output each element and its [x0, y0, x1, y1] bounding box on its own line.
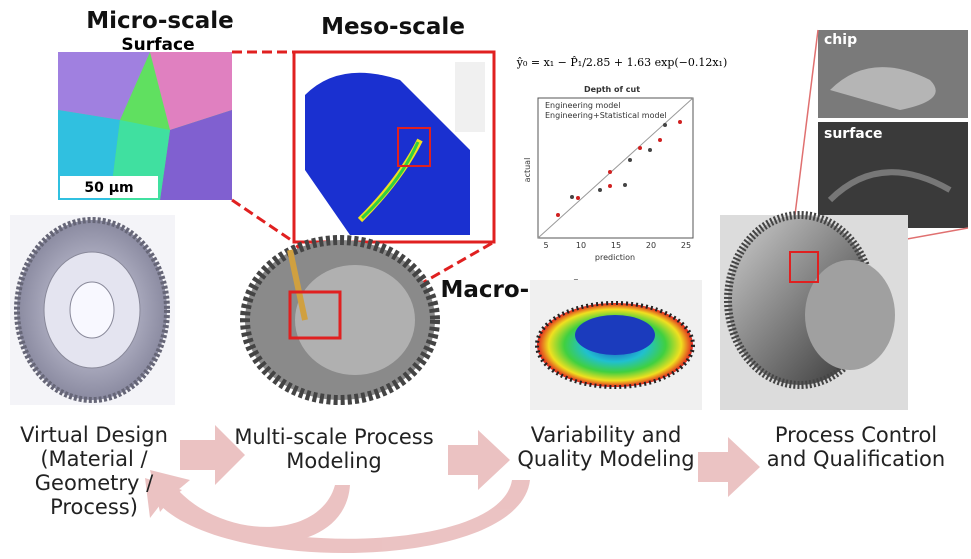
photo-label: chip: [824, 32, 857, 48]
micro-image: 50 µm: [58, 52, 232, 200]
stage-label: Multi-scale Process: [234, 425, 433, 449]
virtual-design-image: [10, 215, 175, 405]
prediction-plot: Depth of cut Engineering model Engineeri…: [523, 85, 694, 262]
meso-image: [292, 50, 496, 244]
process-control-image: [720, 211, 908, 410]
x-tick-label: 15: [611, 241, 621, 250]
x-axis-label: prediction: [595, 253, 635, 262]
x-tick-label: 10: [576, 241, 586, 250]
x-tick-label: 20: [646, 241, 656, 250]
micro-title: Micro-scale: [86, 8, 233, 34]
x-tick-label: 5: [543, 241, 548, 250]
micro-subtitle: Surface: [121, 35, 194, 55]
formula: ŷ₀ = x₁ − P̂₁/2.85 + 1.63 exp(−0.12x₁): [516, 56, 728, 69]
legend-entry: Engineering model: [545, 101, 620, 110]
stage-label: Geometry /: [35, 471, 154, 495]
stage-label: Virtual Design: [20, 423, 168, 447]
scale-bar: 50 µm: [84, 180, 133, 196]
stage-label: Quality Modeling: [517, 447, 694, 471]
legend-entry: Engineering+Statistical model: [545, 111, 667, 120]
x-tick-label: 25: [681, 241, 691, 250]
stage-label: Variability and: [531, 423, 682, 447]
stage-label: Process Control: [775, 423, 937, 447]
stage-label: Process): [50, 495, 138, 519]
plot-title: Depth of cut: [584, 85, 640, 94]
photo-label: surface: [824, 126, 883, 142]
macro-gear-image: [240, 235, 440, 405]
stage-label: and Qualification: [767, 447, 945, 471]
y-axis-label: actual: [523, 158, 532, 183]
variability-image: [530, 280, 702, 410]
flow-arrows: [145, 425, 760, 554]
meso-title: Meso-scale: [321, 14, 465, 40]
stage-label: (Material /: [40, 447, 148, 471]
chip-photos: chip surface: [818, 30, 968, 228]
stage-label: Modeling: [286, 449, 382, 473]
